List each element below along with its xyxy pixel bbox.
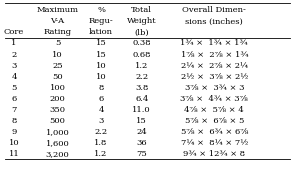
Text: %: % <box>97 6 105 14</box>
Text: 2.2: 2.2 <box>135 73 148 81</box>
Text: lation: lation <box>89 29 113 36</box>
Text: 1⅞ ×  2⅞ × 1¾: 1⅞ × 2⅞ × 1¾ <box>181 50 248 58</box>
Text: 0.68: 0.68 <box>133 50 151 58</box>
Text: 2.2: 2.2 <box>94 128 108 136</box>
Text: 10: 10 <box>96 62 106 70</box>
Text: 0.38: 0.38 <box>132 40 151 48</box>
Text: 200: 200 <box>50 95 66 103</box>
Text: 1,000: 1,000 <box>46 128 69 136</box>
Text: 11.0: 11.0 <box>132 106 151 114</box>
Text: 1.2: 1.2 <box>94 150 108 158</box>
Text: 5⅞ ×  6¾ × 6⅞: 5⅞ × 6¾ × 6⅞ <box>181 128 248 136</box>
Text: Core: Core <box>4 29 24 36</box>
Text: 5: 5 <box>55 40 60 48</box>
Text: 7: 7 <box>11 106 17 114</box>
Text: 11: 11 <box>9 150 19 158</box>
Text: Weight: Weight <box>127 17 156 25</box>
Text: 6.4: 6.4 <box>135 95 148 103</box>
Text: 75: 75 <box>136 150 147 158</box>
Text: 10: 10 <box>96 73 106 81</box>
Text: 50: 50 <box>52 73 63 81</box>
Text: 1¾ ×  1¾ × 1¾: 1¾ × 1¾ × 1¾ <box>181 40 248 48</box>
Text: 15: 15 <box>136 117 147 125</box>
Text: Overall Dimen-: Overall Dimen- <box>182 6 246 14</box>
Text: 9: 9 <box>11 128 17 136</box>
Text: 3: 3 <box>98 117 104 125</box>
Text: 8: 8 <box>98 84 104 92</box>
Text: 3: 3 <box>11 62 17 70</box>
Text: 5⅞ ×  6⅞ × 5: 5⅞ × 6⅞ × 5 <box>185 117 244 125</box>
Text: Regu-: Regu- <box>89 17 113 25</box>
Text: 4⅞ ×  5⅞ × 4: 4⅞ × 5⅞ × 4 <box>184 106 244 114</box>
Text: 10: 10 <box>52 50 63 58</box>
Text: 100: 100 <box>50 84 66 92</box>
Text: (lb): (lb) <box>134 29 149 36</box>
Text: 8: 8 <box>11 117 17 125</box>
Text: 2: 2 <box>11 50 17 58</box>
Text: 1.2: 1.2 <box>135 62 148 70</box>
Text: 4: 4 <box>98 106 104 114</box>
Text: 5: 5 <box>11 84 17 92</box>
Text: 15: 15 <box>96 50 106 58</box>
Text: 3,200: 3,200 <box>46 150 69 158</box>
Text: V-A: V-A <box>51 17 65 25</box>
Text: 6: 6 <box>98 95 104 103</box>
Text: 4: 4 <box>11 73 17 81</box>
Text: 25: 25 <box>52 62 63 70</box>
Text: 3.8: 3.8 <box>135 84 148 92</box>
Text: 1: 1 <box>11 40 17 48</box>
Text: sions (inches): sions (inches) <box>186 17 243 25</box>
Text: 350: 350 <box>50 106 66 114</box>
Text: 36: 36 <box>136 139 147 147</box>
Text: 500: 500 <box>50 117 66 125</box>
Text: 1.8: 1.8 <box>94 139 108 147</box>
Text: 15: 15 <box>96 40 106 48</box>
Text: 10: 10 <box>9 139 19 147</box>
Text: 2½ ×  3⅞ × 2½: 2½ × 3⅞ × 2½ <box>181 73 248 81</box>
Text: 7¼ ×  8¼ × 7½: 7¼ × 8¼ × 7½ <box>181 139 248 147</box>
Text: 3⅞ ×  4¾ × 3⅞: 3⅞ × 4¾ × 3⅞ <box>181 95 248 103</box>
Text: 1,600: 1,600 <box>46 139 69 147</box>
Text: Total: Total <box>131 6 152 14</box>
Text: 2¼ ×  2⅞ × 2¼: 2¼ × 2⅞ × 2¼ <box>181 62 248 70</box>
Text: 6: 6 <box>11 95 17 103</box>
Text: 3⅞ ×  3¾ × 3: 3⅞ × 3¾ × 3 <box>185 84 244 92</box>
Text: 24: 24 <box>136 128 147 136</box>
Text: 9¾ × 12¾ × 8: 9¾ × 12¾ × 8 <box>183 150 245 158</box>
Text: Rating: Rating <box>44 29 72 36</box>
Text: Maximum: Maximum <box>36 6 78 14</box>
